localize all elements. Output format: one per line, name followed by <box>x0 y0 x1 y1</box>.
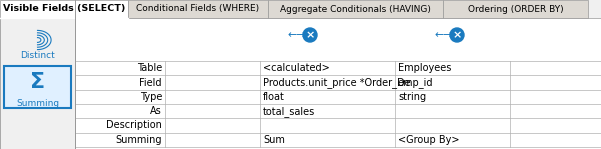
Text: Distinct: Distinct <box>20 52 55 60</box>
Text: Conditional Fields (WHERE): Conditional Fields (WHERE) <box>136 4 260 14</box>
Text: ×: × <box>305 30 315 40</box>
Text: Σ: Σ <box>30 72 45 92</box>
Bar <box>268 0 443 18</box>
Text: string: string <box>398 92 426 102</box>
Text: ←→: ←→ <box>288 30 307 40</box>
Text: As: As <box>150 106 162 116</box>
Text: Summing: Summing <box>115 135 162 145</box>
Text: total_sales: total_sales <box>263 106 316 117</box>
Circle shape <box>303 28 317 42</box>
Text: <calculated>: <calculated> <box>263 63 330 73</box>
Text: Sum: Sum <box>263 135 285 145</box>
Bar <box>443 0 588 18</box>
Bar <box>0 18 601 149</box>
Text: ×: × <box>453 30 462 40</box>
Text: Type: Type <box>139 92 162 102</box>
Text: Table: Table <box>137 63 162 73</box>
Text: ←→: ←→ <box>435 30 453 40</box>
Text: <Group By>: <Group By> <box>398 135 460 145</box>
Text: float: float <box>263 92 285 102</box>
Text: Employees: Employees <box>398 63 451 73</box>
Bar <box>0 0 128 18</box>
Bar <box>0 18 75 149</box>
Circle shape <box>450 28 464 42</box>
Text: emp_id: emp_id <box>398 77 433 88</box>
Bar <box>4 66 71 108</box>
Text: Summing: Summing <box>16 98 59 107</box>
Text: Products.unit_price *Order_De: Products.unit_price *Order_De <box>263 77 410 88</box>
Text: Ordering (ORDER BY): Ordering (ORDER BY) <box>468 4 563 14</box>
Text: Field: Field <box>139 77 162 87</box>
Text: Visible Fields (SELECT): Visible Fields (SELECT) <box>3 4 125 14</box>
Bar <box>128 0 268 18</box>
Text: Aggregate Conditionals (HAVING): Aggregate Conditionals (HAVING) <box>280 4 431 14</box>
Text: Description: Description <box>106 121 162 131</box>
